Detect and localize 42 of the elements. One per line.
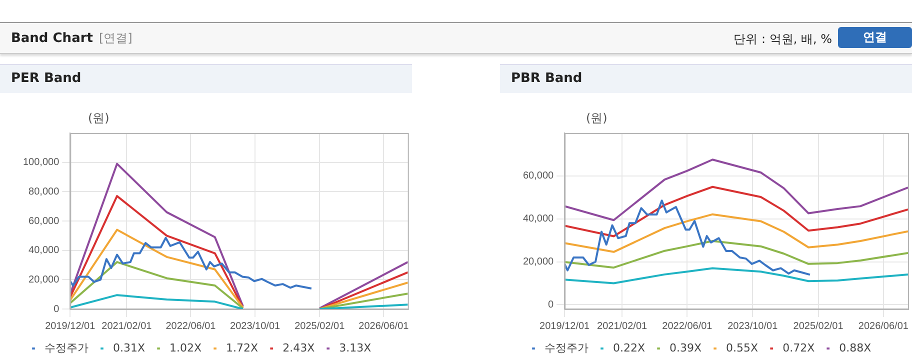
legend-label: 수정주가	[44, 341, 88, 354]
chart-title: PBR Band	[500, 64, 912, 93]
chart-title: PER Band	[0, 64, 412, 93]
legend-label: 1.72X	[226, 341, 259, 354]
legend-label: 수정주가	[544, 341, 588, 354]
legend-label: 0.72X	[782, 341, 816, 354]
x-tick-label: 2021/02/01	[597, 320, 648, 332]
x-tick-label: 2026/06/01	[358, 320, 410, 332]
x-tick-label: 2021/02/01	[102, 320, 152, 332]
y-tick-label: 20,000	[522, 256, 554, 268]
y-axis-title: (원)	[586, 110, 608, 127]
legend-label: 0.88X	[839, 341, 872, 354]
y-tick-label: 100,000	[22, 157, 60, 168]
text: 연결	[838, 27, 912, 48]
x-tick-label: 2023/10/01	[230, 320, 281, 332]
y-axis-title: (원)	[88, 110, 110, 127]
legend-label: 0.31X	[113, 341, 146, 354]
legend-label: 0.39X	[670, 341, 702, 354]
y-tick-label: 20,000	[28, 274, 60, 286]
x-tick-label: 2023/10/01	[728, 320, 778, 332]
x-tick-label: 2026/06/01	[858, 320, 909, 332]
x-tick-label: 2025/02/01	[793, 320, 844, 332]
y-tick-label: 0	[548, 299, 554, 310]
legend-label: 1.02X	[170, 341, 202, 354]
x-tick-label: 2022/06/01	[662, 320, 713, 332]
y-tick-label: 0	[54, 304, 60, 315]
x-tick-label: 2025/02/01	[294, 320, 346, 332]
legend-label: 2.43X	[282, 341, 316, 354]
y-tick-label: 80,000	[28, 186, 60, 198]
legend-label: 0.22X	[613, 341, 646, 354]
y-tick-label: 40,000	[522, 214, 554, 225]
x-tick-label: 2019/12/01	[45, 320, 96, 332]
x-tick-label: 2022/06/01	[166, 320, 216, 332]
text: [연결]	[98, 31, 132, 45]
y-tick-label: 60,000	[522, 170, 554, 182]
x-tick-label: 2019/12/01	[540, 320, 590, 332]
y-tick-label: 40,000	[28, 245, 60, 256]
text: Band Chart	[11, 31, 93, 46]
text: 단위 : 억원, 배, %	[734, 31, 832, 48]
legend-label: 3.13X	[339, 341, 372, 354]
y-tick-label: 60,000	[28, 216, 60, 227]
legend-label: 0.55X	[726, 341, 759, 354]
